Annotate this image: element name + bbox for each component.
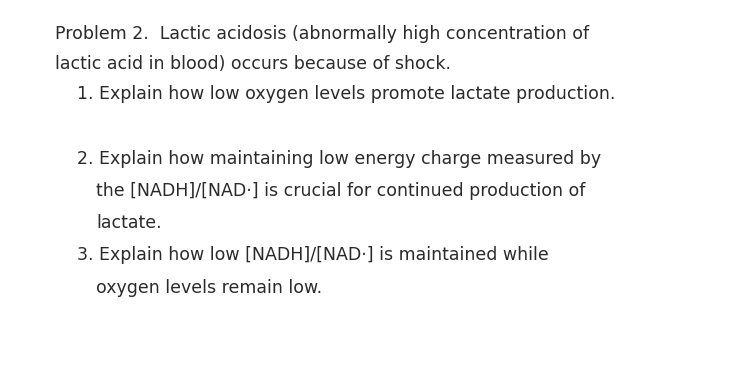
Text: lactate.: lactate. xyxy=(96,214,162,232)
Text: 2. Explain how maintaining low energy charge measured by: 2. Explain how maintaining low energy ch… xyxy=(77,150,602,168)
Text: 1. Explain how low oxygen levels promote lactate production.: 1. Explain how low oxygen levels promote… xyxy=(77,85,616,103)
Text: the [NADH]/[NAD·] is crucial for continued production of: the [NADH]/[NAD·] is crucial for continu… xyxy=(96,182,585,200)
Text: 3. Explain how low [NADH]/[NAD·] is maintained while: 3. Explain how low [NADH]/[NAD·] is main… xyxy=(77,246,549,264)
Text: Problem 2.  Lactic acidosis (abnormally high concentration of: Problem 2. Lactic acidosis (abnormally h… xyxy=(55,25,589,42)
Text: lactic acid in blood) occurs because of shock.: lactic acid in blood) occurs because of … xyxy=(55,55,451,73)
Text: oxygen levels remain low.: oxygen levels remain low. xyxy=(96,279,322,296)
